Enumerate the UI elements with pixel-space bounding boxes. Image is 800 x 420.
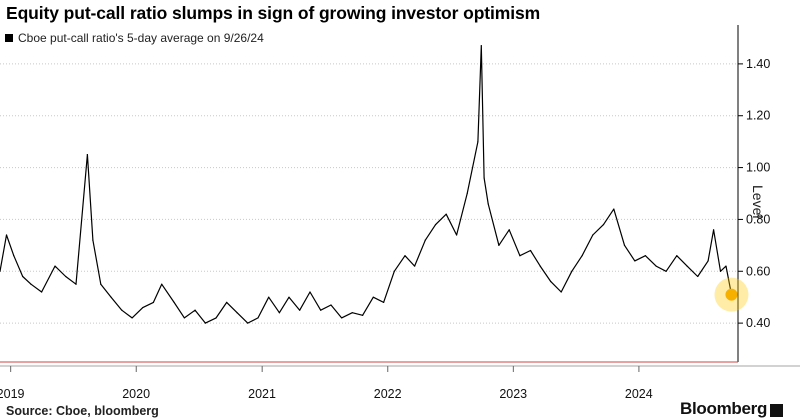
data-point <box>571 270 573 272</box>
x-tick-label: 2019 <box>0 387 25 401</box>
data-point <box>613 208 615 210</box>
data-point <box>424 239 426 241</box>
x-tick-label: 2024 <box>625 387 653 401</box>
data-point <box>676 255 678 257</box>
data-point <box>41 291 43 293</box>
x-tick-label: 2022 <box>374 387 402 401</box>
legend-swatch <box>5 34 13 42</box>
data-point <box>257 317 259 319</box>
data-point <box>161 283 163 285</box>
data-point <box>320 309 322 311</box>
data-point <box>529 249 532 252</box>
data-point <box>697 275 699 278</box>
data-point <box>383 301 385 303</box>
data-point <box>634 260 636 262</box>
data-point <box>483 177 485 179</box>
chart-title: Equity put-call ratio slumps in sign of … <box>6 3 541 23</box>
data-point <box>5 234 8 236</box>
data-point <box>92 239 94 241</box>
data-point <box>487 203 489 205</box>
y-tick-label: 0.80 <box>746 212 770 226</box>
data-point <box>236 312 238 314</box>
data-point <box>131 317 133 319</box>
data-point <box>100 283 102 285</box>
data-point <box>173 301 175 303</box>
data-point <box>466 192 468 195</box>
bloomberg-mark-icon <box>770 403 784 417</box>
data-point <box>0 270 1 272</box>
data-point <box>539 265 541 267</box>
data-point <box>110 296 112 298</box>
y-tick-label: 1.20 <box>746 109 770 123</box>
data-point <box>75 283 77 285</box>
data-point <box>644 255 647 257</box>
data-point <box>309 291 311 293</box>
data-point <box>204 322 207 324</box>
data-point <box>581 255 583 257</box>
y-tick-label: 0.40 <box>746 316 770 330</box>
data-point <box>712 229 715 231</box>
data-point <box>707 260 709 262</box>
data-point <box>226 301 228 303</box>
data-point <box>22 275 24 278</box>
data-point <box>592 234 594 236</box>
data-point <box>183 317 186 319</box>
data-point <box>623 244 626 246</box>
legend-label: Cboe put-call ratio's 5-day average on 9… <box>18 31 264 45</box>
data-point <box>719 270 722 272</box>
highlight-marker <box>725 288 738 301</box>
x-tick-label: 2020 <box>122 387 150 401</box>
legend: Cboe put-call ratio's 5-day average on 9… <box>5 31 264 45</box>
data-point <box>480 45 482 47</box>
data-point <box>330 304 332 306</box>
data-point <box>13 255 15 257</box>
series-line <box>0 45 733 324</box>
data-point <box>351 312 353 314</box>
data-point <box>655 265 657 267</box>
data-point <box>445 213 447 215</box>
data-point <box>362 314 364 316</box>
data-point <box>121 309 123 311</box>
data-point <box>455 234 458 236</box>
data-point <box>142 306 144 309</box>
x-tick-label: 2021 <box>248 387 276 401</box>
data-point <box>268 296 270 298</box>
brand-name: Bloomberg <box>680 399 768 418</box>
data-point <box>404 255 406 257</box>
y-tick-label: 0.60 <box>746 264 770 278</box>
x-tick-label: 2023 <box>499 387 527 401</box>
data-point <box>152 301 155 303</box>
y-tick-label: 1.40 <box>746 57 770 71</box>
data-point <box>372 296 374 298</box>
data-point <box>54 265 56 267</box>
data-point <box>498 244 500 246</box>
brand-logo: Bloomberg <box>680 399 784 419</box>
data-point <box>665 270 667 272</box>
data-point <box>299 309 301 311</box>
source-note: Source: Cboe, bloomberg <box>6 404 159 418</box>
data-point <box>560 291 562 293</box>
data-point <box>434 224 437 226</box>
data-point <box>288 296 290 298</box>
data-point <box>508 229 510 231</box>
data-point <box>247 322 249 324</box>
data-point <box>393 270 395 272</box>
data-point <box>413 265 416 267</box>
y-tick-label: 1.00 <box>746 161 770 175</box>
data-point <box>194 309 196 311</box>
data-point <box>341 317 343 319</box>
data-point <box>686 265 688 267</box>
data-point <box>519 255 521 257</box>
data-point <box>550 281 552 283</box>
data-point <box>30 283 32 285</box>
data-point <box>215 317 217 319</box>
data-point <box>477 141 479 143</box>
data-point <box>725 265 727 267</box>
y-axis-label: Level <box>750 185 766 219</box>
data-point <box>278 312 280 314</box>
data-point <box>86 154 88 156</box>
data-point <box>65 275 67 278</box>
data-point <box>602 224 605 226</box>
